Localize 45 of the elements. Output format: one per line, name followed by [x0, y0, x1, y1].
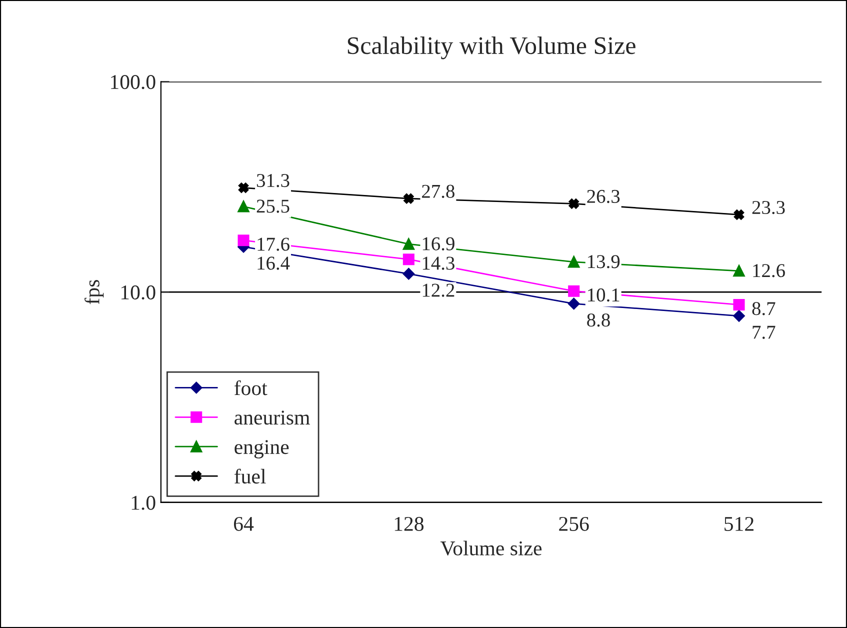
y-tick-label: 10.0	[121, 285, 156, 300]
data-label: 7.7	[752, 326, 776, 339]
point	[238, 182, 249, 193]
data-label: 31.3	[256, 174, 290, 188]
legend-label: aneurism	[234, 410, 310, 425]
point	[402, 238, 414, 250]
y-axis-title: fps	[84, 280, 104, 304]
point	[404, 194, 414, 204]
data-label: 16.4	[258, 256, 290, 270]
legend-label: engine	[234, 440, 289, 458]
legend-label: foot	[234, 380, 268, 396]
point	[733, 265, 745, 277]
point	[733, 310, 745, 322]
y-tick-label: 100.0	[111, 75, 156, 90]
point	[568, 285, 580, 297]
data-label: 12.2	[422, 284, 454, 297]
data-label: 16.9	[422, 237, 454, 250]
data-label: 25.5	[256, 200, 290, 213]
x-tick-label: 512	[724, 516, 754, 531]
x-tick-label: 128	[394, 516, 424, 531]
point	[238, 200, 250, 212]
x-tick-label: 64	[234, 516, 254, 531]
point	[402, 254, 414, 266]
data-label: 27.8	[422, 184, 454, 198]
x-tick-label: 256	[559, 516, 589, 531]
point	[568, 298, 580, 310]
point	[733, 298, 745, 311]
data-label: 13.9	[588, 255, 620, 268]
point	[734, 210, 744, 220]
chart-title: Scalability with Volume Size	[348, 36, 636, 60]
y-tick-label: 1.0	[132, 496, 156, 510]
point	[568, 256, 580, 268]
data-label: 8.7	[752, 302, 776, 316]
data-label: 14.3	[422, 256, 454, 270]
data-label: 26.3	[587, 190, 620, 204]
data-label: 10.1	[588, 288, 620, 302]
legend-label: fuel	[234, 468, 266, 484]
data-label: 8.8	[587, 314, 610, 327]
x-axis-title: Volume size	[440, 540, 542, 556]
data-label: 17.6	[258, 238, 290, 251]
point	[402, 268, 414, 280]
data-label: 23.3	[752, 200, 785, 214]
point	[568, 198, 579, 209]
point	[238, 234, 250, 246]
data-label: 12.6	[753, 264, 785, 278]
